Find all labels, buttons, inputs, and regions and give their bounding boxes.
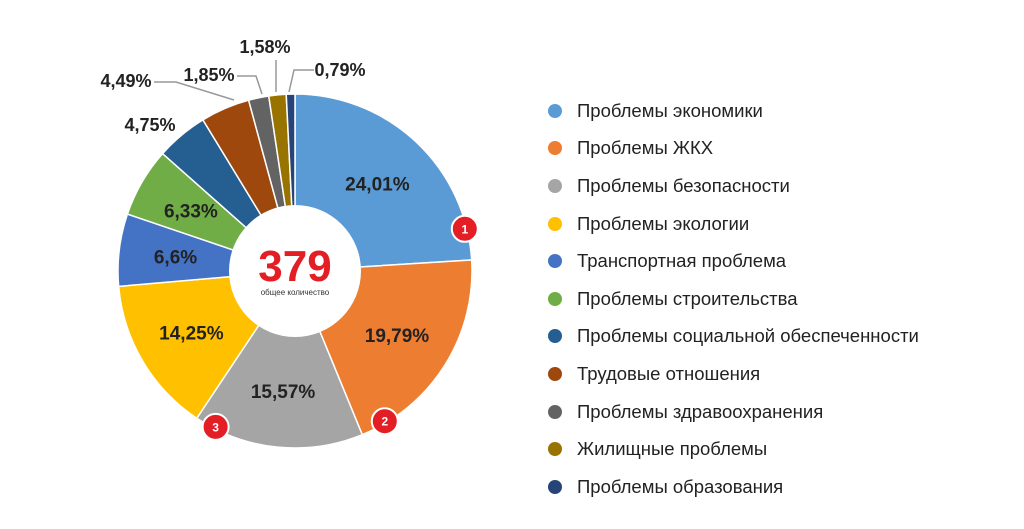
legend-item: Проблемы социальной обеспеченности xyxy=(548,318,919,356)
chart-legend: Проблемы экономики Проблемы ЖКХ Проблемы б… xyxy=(548,92,919,506)
slice-label-10: 1,58% xyxy=(239,37,290,57)
rank-badge-text-1: 1 xyxy=(461,222,468,236)
legend-label: Проблемы образования xyxy=(577,475,784,497)
slice-labels: 24,01% 19,79% 15,57% 14,25% 6,6% 6,33% 4,75% 4,… xyxy=(100,37,429,403)
leader-line-8 xyxy=(154,81,235,101)
legend-label: Жилищные проблемы xyxy=(577,438,768,460)
legend-swatch xyxy=(548,254,562,269)
legend-item: Проблемы ЖКХ xyxy=(548,130,919,168)
legend-swatch xyxy=(548,178,562,193)
rank-badges: 1 2 3 xyxy=(201,214,479,441)
legend-swatch xyxy=(548,442,562,457)
legend-swatch xyxy=(548,404,562,419)
legend-label: Проблемы экологии xyxy=(577,212,750,234)
legend-item: Трудовые отношения xyxy=(548,355,919,393)
legend-label: Транспортная проблема xyxy=(577,250,787,272)
center-caption: общее количество xyxy=(261,288,330,297)
rank-badge-text-2: 2 xyxy=(381,415,388,429)
legend-item: Проблемы экологии xyxy=(548,205,919,243)
legend-label: Проблемы строительства xyxy=(577,287,798,309)
legend-item: Транспортная проблема xyxy=(548,242,919,280)
legend-label: Трудовые отношения xyxy=(577,362,761,384)
rank-badge-1 xyxy=(450,214,479,243)
slice-label-7: 4,75% xyxy=(124,115,175,135)
slice-label-3: 15,57% xyxy=(251,382,316,403)
legend-swatch xyxy=(548,479,562,494)
legend-swatch xyxy=(548,329,562,344)
legend-item: Проблемы образования xyxy=(548,468,919,506)
slice-label-4: 14,25% xyxy=(159,323,224,344)
leader-line-9 xyxy=(237,75,263,95)
legend-swatch xyxy=(548,141,562,156)
legend-swatch xyxy=(548,216,562,231)
slice-label-5: 6,6% xyxy=(154,248,197,269)
slice-label-8: 4,49% xyxy=(100,71,151,91)
legend-swatch xyxy=(548,103,562,118)
legend-item: Проблемы безопасности xyxy=(548,167,919,205)
slice-label-11: 0,79% xyxy=(314,60,365,80)
slice-label-6: 6,33% xyxy=(164,202,218,223)
slice-label-1: 24,01% xyxy=(345,174,410,195)
legend-item: Жилищные проблемы xyxy=(548,430,919,468)
leader-lines xyxy=(154,60,314,101)
center-total: 379 xyxy=(258,242,331,291)
legend-label: Проблемы ЖКХ xyxy=(577,137,714,159)
slice-label-2: 19,79% xyxy=(365,326,430,347)
leader-line-11 xyxy=(288,69,314,93)
legend-item: Проблемы строительства xyxy=(548,280,919,318)
legend-item: Проблемы экономики xyxy=(548,92,919,130)
legend-swatch xyxy=(548,366,562,381)
legend-label: Проблемы безопасности xyxy=(577,174,790,196)
legend-label: Проблемы здравоохранения xyxy=(577,400,824,422)
legend-item: Проблемы здравоохранения xyxy=(548,393,919,431)
rank-badge-text-3: 3 xyxy=(212,420,219,434)
legend-label: Проблемы социальной обеспеченности xyxy=(577,325,919,347)
rank-badge-3 xyxy=(201,412,230,441)
legend-label: Проблемы экономики xyxy=(577,99,763,121)
rank-badge-2 xyxy=(370,407,399,436)
legend-swatch xyxy=(548,291,562,306)
slice-label-9: 1,85% xyxy=(183,65,234,85)
donut-hole xyxy=(229,205,361,337)
